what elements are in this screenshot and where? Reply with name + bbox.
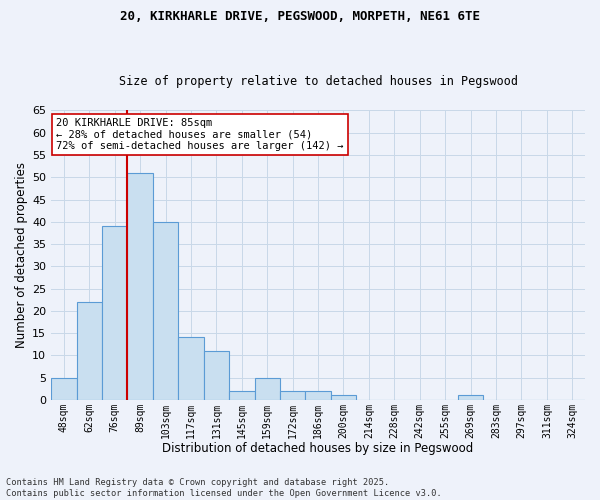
Bar <box>127 173 153 400</box>
Text: Contains HM Land Registry data © Crown copyright and database right 2025.
Contai: Contains HM Land Registry data © Crown c… <box>6 478 442 498</box>
Bar <box>77 302 102 400</box>
X-axis label: Distribution of detached houses by size in Pegswood: Distribution of detached houses by size … <box>163 442 474 455</box>
Bar <box>178 338 203 400</box>
Title: Size of property relative to detached houses in Pegswood: Size of property relative to detached ho… <box>119 76 518 88</box>
Bar <box>153 222 178 400</box>
Bar <box>458 396 484 400</box>
Bar <box>305 391 331 400</box>
Bar <box>203 351 229 400</box>
Bar <box>229 391 254 400</box>
Bar <box>331 396 356 400</box>
Bar <box>51 378 77 400</box>
Bar <box>102 226 127 400</box>
Text: 20, KIRKHARLE DRIVE, PEGSWOOD, MORPETH, NE61 6TE: 20, KIRKHARLE DRIVE, PEGSWOOD, MORPETH, … <box>120 10 480 23</box>
Bar <box>280 391 305 400</box>
Bar <box>254 378 280 400</box>
Y-axis label: Number of detached properties: Number of detached properties <box>15 162 28 348</box>
Text: 20 KIRKHARLE DRIVE: 85sqm
← 28% of detached houses are smaller (54)
72% of semi-: 20 KIRKHARLE DRIVE: 85sqm ← 28% of detac… <box>56 118 344 151</box>
